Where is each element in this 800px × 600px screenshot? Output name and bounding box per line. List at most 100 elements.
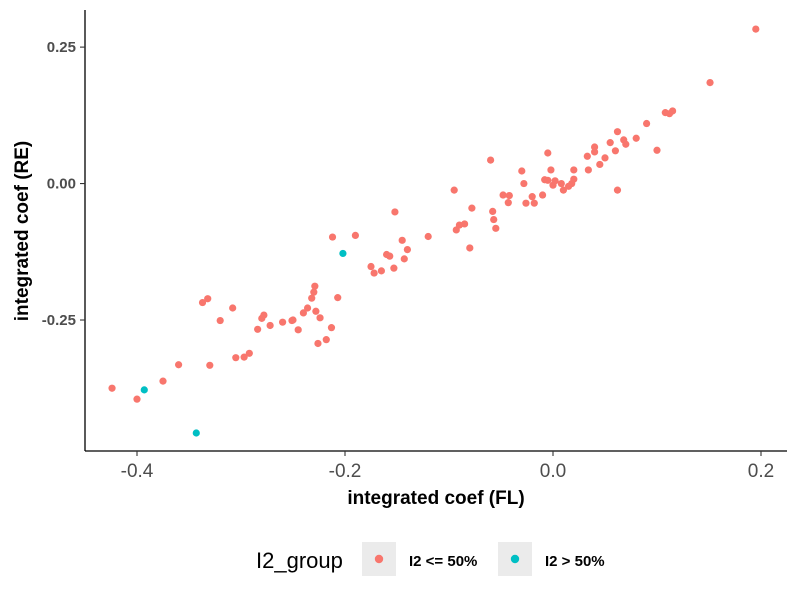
data-point-low-i2: [198, 298, 207, 307]
data-point-low-i2: [266, 321, 274, 330]
x-tick-label: -0.4: [121, 461, 154, 482]
data-point-low-i2: [518, 167, 526, 175]
y-tick-label: 0.00: [47, 176, 76, 193]
data-point-low-i2: [260, 311, 268, 319]
data-point-low-i2: [499, 191, 507, 199]
legend-label-2: I2 > 50%: [545, 553, 605, 570]
data-point-low-i2: [583, 152, 591, 160]
data-point-low-i2: [312, 307, 320, 315]
data-point-low-i2: [370, 269, 378, 277]
data-point-low-i2: [591, 148, 599, 156]
data-point-low-i2: [706, 78, 714, 87]
data-point-low-i2: [327, 324, 336, 332]
data-point-low-i2: [386, 252, 394, 260]
data-point-low-i2: [314, 339, 322, 348]
data-point-low-i2: [334, 294, 342, 302]
data-point-low-i2: [487, 156, 495, 164]
x-tick-label: -0.2: [329, 461, 362, 482]
data-point-low-i2: [175, 361, 183, 369]
data-point-low-i2: [216, 316, 224, 325]
data-point-low-i2: [289, 316, 297, 324]
x-tick-label: 0.2: [748, 461, 774, 482]
data-point-low-i2: [303, 304, 312, 312]
data-point-low-i2: [367, 262, 375, 271]
data-point-low-i2: [351, 231, 359, 240]
data-point-low-i2: [544, 176, 552, 184]
data-point-low-i2: [559, 186, 568, 194]
data-point-low-i2: [557, 179, 565, 188]
data-point-low-i2: [159, 377, 167, 385]
legend-key-dot-1: [374, 554, 384, 564]
data-point-low-i2: [669, 107, 677, 115]
data-point-low-i2: [310, 288, 318, 296]
data-point-low-i2: [490, 215, 498, 224]
data-point-high-i2: [339, 249, 347, 258]
data-point-low-i2: [570, 166, 578, 174]
data-point-low-i2: [254, 325, 262, 333]
data-point-low-i2: [544, 149, 552, 157]
y-ticks: -0.25 0.00 0.25: [42, 39, 85, 329]
data-point-low-i2: [632, 134, 640, 142]
legend: I2_group I2 <= 50% I2 > 50%: [256, 542, 605, 576]
data-point-high-i2: [192, 429, 200, 437]
data-point-low-i2: [328, 233, 337, 241]
data-point-low-i2: [316, 314, 324, 322]
x-ticks: -0.4 -0.2 0.0 0.2: [121, 451, 774, 482]
data-point-low-i2: [279, 318, 287, 326]
data-point-low-i2: [570, 175, 578, 183]
data-point-low-i2: [245, 349, 253, 357]
data-points: [108, 25, 760, 437]
legend-key-dot-2: [510, 554, 520, 564]
data-point-low-i2: [601, 154, 609, 162]
data-point-low-i2: [377, 267, 385, 275]
data-point-low-i2: [403, 246, 411, 254]
legend-title: I2_group: [256, 548, 343, 573]
data-point-low-i2: [311, 282, 319, 290]
data-point-low-i2: [596, 160, 604, 169]
data-point-low-i2: [643, 119, 651, 128]
data-point-low-i2: [240, 353, 248, 361]
data-point-low-i2: [606, 139, 614, 147]
data-point-low-i2: [613, 128, 622, 136]
data-point-low-i2: [450, 186, 458, 194]
data-point-low-i2: [530, 199, 538, 207]
data-point-low-i2: [133, 395, 141, 403]
data-point-low-i2: [622, 140, 630, 148]
y-axis-title: integrated coef (RE): [12, 141, 33, 322]
data-point-low-i2: [468, 204, 476, 212]
data-point-low-i2: [398, 236, 406, 244]
data-point-low-i2: [461, 220, 469, 228]
data-point-low-i2: [611, 147, 620, 155]
data-point-low-i2: [299, 309, 307, 317]
plot-area: -0.4 -0.2 0.0 0.2 -0.25 0.00 0.25: [42, 10, 787, 482]
data-point-low-i2: [294, 326, 302, 334]
x-axis-title: integrated coef (FL): [347, 488, 524, 509]
data-point-low-i2: [232, 354, 240, 362]
y-tick-label: 0.25: [47, 39, 76, 56]
data-point-low-i2: [653, 146, 661, 154]
data-point-low-i2: [108, 384, 116, 392]
data-point-low-i2: [613, 186, 622, 194]
data-point-low-i2: [322, 336, 330, 344]
data-point-low-i2: [308, 294, 316, 302]
data-point-low-i2: [229, 304, 237, 312]
data-point-low-i2: [390, 264, 398, 272]
data-point-low-i2: [504, 199, 512, 207]
x-tick-label: 0.0: [540, 461, 566, 482]
data-point-low-i2: [400, 255, 408, 263]
data-point-low-i2: [492, 224, 500, 232]
data-point-high-i2: [140, 386, 148, 394]
data-point-low-i2: [206, 361, 214, 369]
data-point-low-i2: [528, 193, 536, 201]
data-point-low-i2: [591, 143, 599, 151]
y-tick-label: -0.25: [42, 312, 76, 329]
data-point-low-i2: [752, 25, 760, 33]
data-point-low-i2: [505, 191, 513, 200]
data-point-low-i2: [547, 166, 555, 174]
data-point-low-i2: [520, 179, 528, 188]
legend-label-1: I2 <= 50%: [409, 553, 477, 570]
data-point-low-i2: [466, 244, 474, 252]
data-point-low-i2: [539, 191, 547, 199]
data-point-low-i2: [204, 295, 212, 303]
